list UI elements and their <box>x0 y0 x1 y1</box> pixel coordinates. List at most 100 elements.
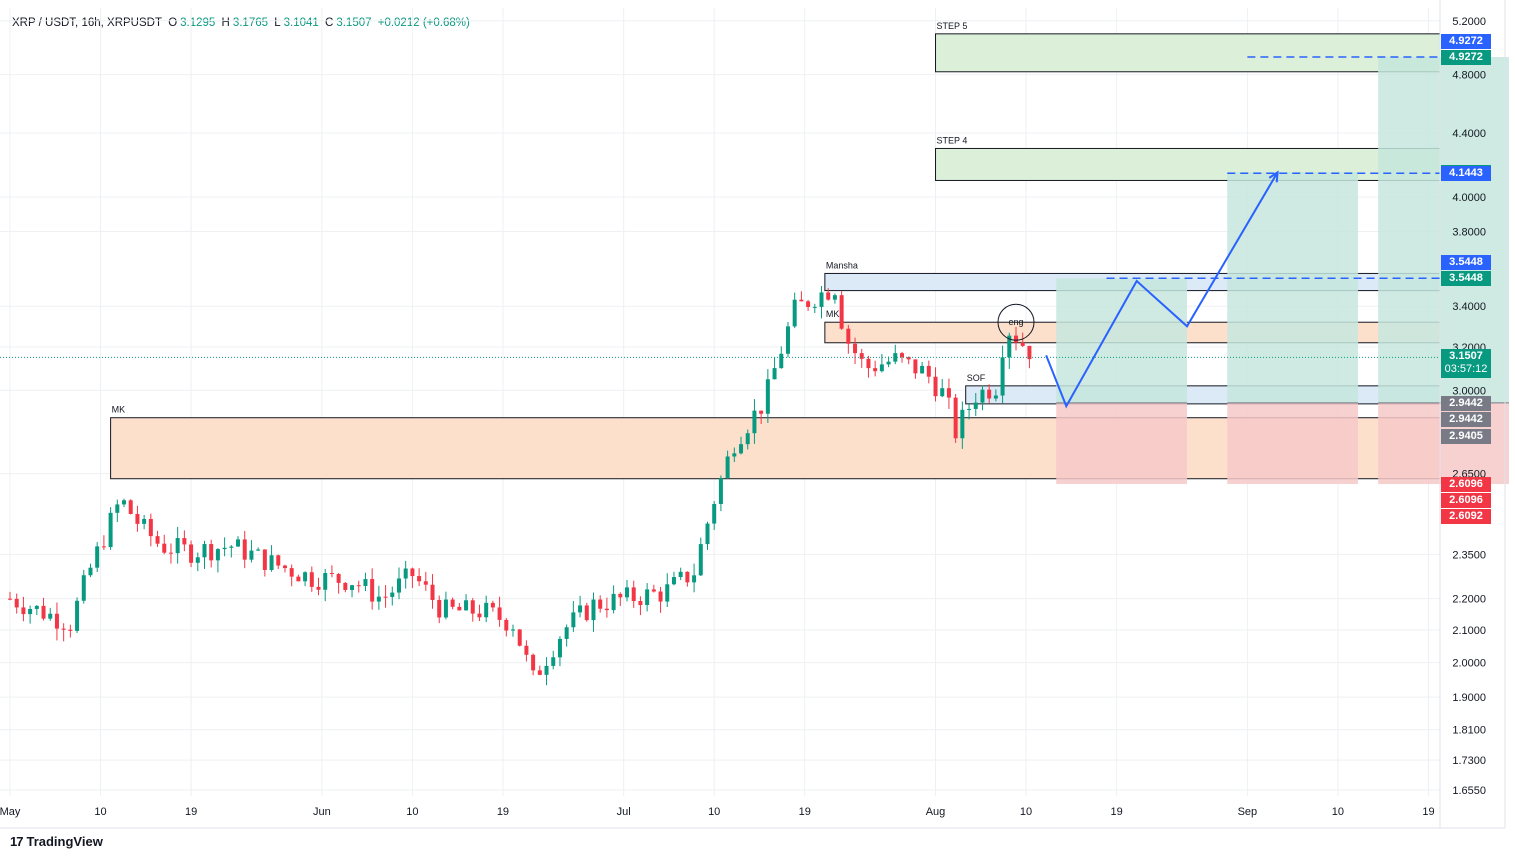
open-value: 3.1295 <box>180 17 216 29</box>
candle-body-up <box>350 585 355 590</box>
candle-body-up <box>993 395 998 399</box>
candle-body-up <box>886 361 891 365</box>
candle-body-down <box>873 368 878 372</box>
high-value: 3.1765 <box>232 17 269 29</box>
drawings: eng <box>0 56 1440 409</box>
candle-body-up <box>591 599 596 621</box>
symbol-name[interactable]: XRP / USDT, 16h, XRPUSDT <box>12 17 162 29</box>
candle-body-up <box>578 605 583 613</box>
brand-name: TradingView <box>26 834 103 849</box>
price-tag: 4.9272 <box>1441 49 1491 65</box>
candle-body-up <box>967 408 972 410</box>
change-value: +0.0212 (+0.68%) <box>377 17 470 29</box>
position-stop-area <box>1227 402 1359 484</box>
candle-body-up <box>269 555 274 570</box>
candle-body-down <box>135 513 140 524</box>
candle-body-up <box>785 326 790 354</box>
y-tick-label: 1.8100 <box>1452 725 1486 737</box>
candle-body-up <box>390 592 395 597</box>
candle-body-down <box>537 670 542 675</box>
position-target-area <box>1056 278 1188 403</box>
tradingview-logo[interactable]: 17 TradingView <box>10 834 103 849</box>
candle-body-down <box>423 581 428 585</box>
projection-arrowhead <box>1268 170 1279 183</box>
candle-body-up <box>765 379 770 414</box>
zone-demand <box>965 385 1441 405</box>
close-value: 3.1507 <box>336 17 372 29</box>
x-tick-label: 19 <box>1110 806 1122 818</box>
x-tick-label: 19 <box>497 806 509 818</box>
candle-body-up <box>564 627 569 639</box>
zone-label: MK <box>112 405 126 415</box>
tradingview-logo-icon: 17 <box>10 834 24 849</box>
candle-body-up <box>396 578 401 593</box>
candle-body-up <box>571 612 576 628</box>
candle-body-down <box>262 549 267 570</box>
candle-body-up <box>718 477 723 504</box>
candle-body-down <box>926 365 931 377</box>
candle-body-down <box>490 602 495 608</box>
candle-body-down <box>356 585 361 587</box>
candle-body-down <box>289 568 294 577</box>
candle-body-up <box>819 292 824 307</box>
candle-body-up <box>551 657 556 666</box>
candle-body-up <box>671 577 676 585</box>
candle-body-up <box>678 571 683 578</box>
candle-body-up <box>443 599 448 618</box>
zone-target <box>935 33 1441 73</box>
candle-body-up <box>725 456 730 478</box>
candle-body-down <box>430 584 435 600</box>
position-target-area <box>1227 172 1359 403</box>
candle-body-down <box>859 353 864 359</box>
candle-body-down <box>631 587 636 602</box>
candle-body-up <box>81 575 86 601</box>
x-tick-label: 19 <box>185 806 197 818</box>
candle-body-up <box>645 589 650 606</box>
price-tag: 2.6096 <box>1441 476 1491 492</box>
candle-body-down <box>209 544 214 561</box>
projection-path <box>1045 171 1279 409</box>
price-tag: 4.9272 <box>1441 33 1491 49</box>
candle-body-up <box>142 518 147 524</box>
candle-body-down <box>1027 345 1032 360</box>
x-tick-label: Jun <box>313 806 331 818</box>
y-tick-label: 2.2000 <box>1452 594 1486 606</box>
x-tick-label: 19 <box>1422 806 1434 818</box>
candle-body-down <box>685 571 690 583</box>
candle-body-down <box>8 598 12 600</box>
candle-body-down <box>531 654 536 671</box>
candle-body-down <box>759 410 764 414</box>
candle-body-up <box>557 638 562 658</box>
candle-body-up <box>732 453 737 457</box>
open-label: O <box>168 17 178 29</box>
candle-body-up <box>34 605 39 609</box>
candle-body-up <box>712 503 717 524</box>
x-tick-label: 10 <box>1332 806 1344 818</box>
candle-body-down <box>826 292 831 300</box>
candle-body-down <box>658 591 663 602</box>
symbol-header: XRP / USDT, 16h, XRPUSDT O 3.1295 H 3.1765… <box>12 17 473 29</box>
low-label: L <box>274 17 281 29</box>
high-label: H <box>221 17 230 29</box>
y-tick-label: 4.8000 <box>1452 70 1486 82</box>
zone-label: STEP 4 <box>937 135 968 145</box>
y-tick-label: 2.0000 <box>1452 658 1486 670</box>
candle-body-up <box>779 353 784 369</box>
candle-body-down <box>316 586 321 590</box>
candle-body-up <box>511 629 515 631</box>
candle-body-up <box>1007 335 1012 358</box>
x-tick-label: 10 <box>1020 806 1032 818</box>
candle-body-down <box>953 397 958 439</box>
candle-body-up <box>745 433 750 445</box>
candle-body-down <box>839 295 844 329</box>
candle-body-down <box>41 605 46 619</box>
y-tick-label: 3.0000 <box>1452 385 1486 397</box>
close-label: C <box>325 17 334 29</box>
price-tag: 2.9405 <box>1441 428 1491 444</box>
candle-body-up <box>202 544 207 558</box>
price-tag: 2.6092 <box>1441 509 1491 525</box>
candle-body-down <box>68 629 73 631</box>
candle-body-down <box>148 518 153 537</box>
candle-body-down <box>1014 335 1018 343</box>
